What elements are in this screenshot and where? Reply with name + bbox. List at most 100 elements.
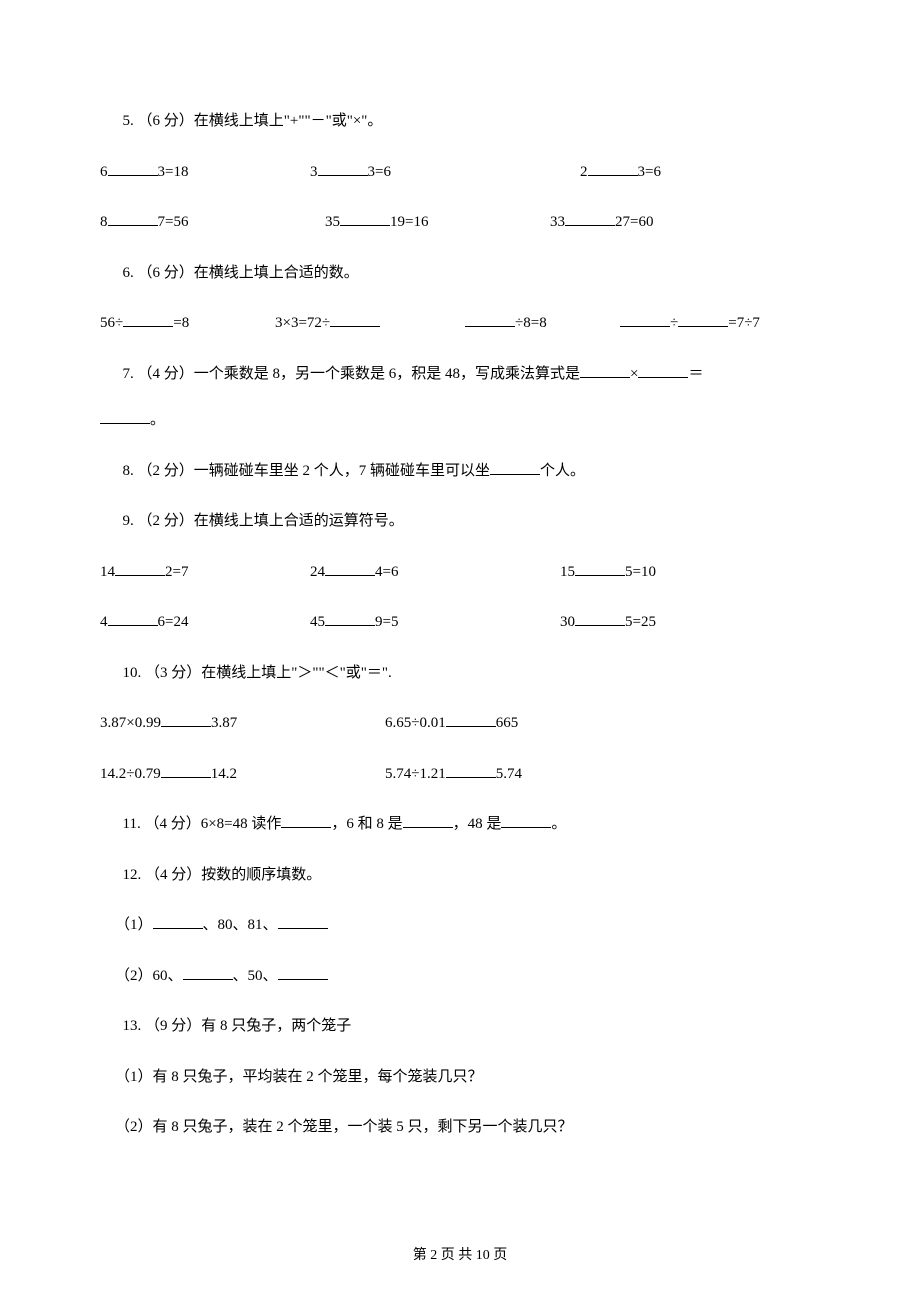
- blank: [446, 712, 496, 727]
- question-11: 11. （4 分）6×8=48 读作 ，6 和 8 是 ，48 是 。: [100, 813, 820, 836]
- q10r2b2: 5.74: [496, 766, 522, 782]
- q9r2a: 4: [100, 614, 108, 630]
- blank: [403, 813, 453, 828]
- q5r2c: 33: [550, 214, 565, 230]
- question-8: 8. （2 分）一辆碰碰车里坐 2 个人，7 辆碰碰车里可以坐 个人。: [100, 460, 820, 483]
- q12s2a: （2）60、: [115, 968, 183, 984]
- blank: [620, 312, 670, 327]
- blank: [100, 409, 150, 424]
- q8-tail: 个人。: [540, 463, 585, 479]
- question-12-sub-1: （1）、80、81、: [100, 914, 820, 937]
- q9r1b: 24: [310, 564, 325, 580]
- question-6-row: 56÷ =8 3×3=72÷ ÷8=8 ÷ =7÷7: [100, 312, 820, 335]
- q6d: ÷: [670, 315, 678, 331]
- question-10-title: 10. （3 分）在横线上填上"＞""＜"或"＝".: [100, 662, 820, 685]
- question-9-title: 9. （2 分）在横线上填上合适的运算符号。: [100, 510, 820, 533]
- q10r2a2: 14.2: [211, 766, 237, 782]
- q10r1b2: 665: [496, 715, 519, 731]
- q11b: ，6 和 8 是: [331, 816, 402, 832]
- q9r1c2: 5=10: [625, 564, 656, 580]
- question-5-row-1: 6 3=18 3 3=6 2 3=6: [100, 161, 820, 184]
- q6b: 3×3=72÷: [275, 315, 330, 331]
- blank: [446, 763, 496, 778]
- blank: [108, 161, 158, 176]
- question-9-row-1: 14 2=7 24 4=6 15 5=10: [100, 561, 820, 584]
- q7a: 7. （4 分）一个乘数是 8，另一个乘数是 6，积是 48，写成乘法算式是: [123, 366, 581, 382]
- blank: [325, 611, 375, 626]
- blank: [575, 611, 625, 626]
- question-13-sub-2: （2）有 8 只兔子，装在 2 个笼里，一个装 5 只，剩下另一个装几只？: [100, 1116, 820, 1139]
- blank: [278, 965, 328, 980]
- q9r2c2: 5=25: [625, 614, 656, 630]
- question-13-title: 13. （9 分）有 8 只兔子，两个笼子: [100, 1015, 820, 1038]
- blank: [318, 161, 368, 176]
- q9r1a: 14: [100, 564, 115, 580]
- question-12-sub-2: （2）60、 、50、: [100, 965, 820, 988]
- q5r1a: 6: [100, 164, 108, 180]
- blank: [565, 211, 615, 226]
- blank: [108, 211, 158, 226]
- q9r2b2: 9=5: [375, 614, 398, 630]
- q10r1a: 3.87×0.99: [100, 715, 161, 731]
- blank: [108, 611, 158, 626]
- blank: [281, 813, 331, 828]
- q5r1a2: 3=18: [158, 164, 189, 180]
- question-12-title: 12. （4 分）按数的顺序填数。: [100, 864, 820, 887]
- q6a2: =8: [173, 315, 189, 331]
- q11c: ，48 是: [453, 816, 502, 832]
- blank: [490, 460, 540, 475]
- q5r2c2: 27=60: [615, 214, 653, 230]
- q12s2b: 、50、: [233, 968, 278, 984]
- question-7: 7. （4 分）一个乘数是 8，另一个乘数是 6，积是 48，写成乘法算式是×＝: [100, 363, 820, 386]
- blank: [575, 561, 625, 576]
- blank: [153, 914, 203, 929]
- q6d2: =7÷7: [728, 315, 760, 331]
- blank: [465, 312, 515, 327]
- q7-eq: ＝: [688, 366, 703, 382]
- q11a: 11. （4 分）6×8=48 读作: [123, 816, 282, 832]
- q9r1a2: 2=7: [165, 564, 188, 580]
- blank: [161, 763, 211, 778]
- blank: [161, 712, 211, 727]
- q9r1c: 15: [560, 564, 575, 580]
- question-10-row-2: 14.2÷0.7914.2 5.74÷1.215.74: [100, 763, 820, 786]
- blank: [325, 561, 375, 576]
- blank: [123, 312, 173, 327]
- q9r2c: 30: [560, 614, 575, 630]
- page-footer: 第 2 页 共 10 页: [0, 1245, 920, 1266]
- q5r2a: 8: [100, 214, 108, 230]
- q7-tail: 。: [150, 412, 165, 428]
- q12s1a: （1）: [115, 917, 153, 933]
- q5r1c: 2: [580, 164, 588, 180]
- q5r2b: 35: [325, 214, 340, 230]
- blank: [330, 312, 380, 327]
- q8a: 8. （2 分）一辆碰碰车里坐 2 个人，7 辆碰碰车里可以坐: [123, 463, 491, 479]
- q6a: 56÷: [100, 315, 123, 331]
- q11d: 。: [551, 816, 566, 832]
- q5r1c2: 3=6: [638, 164, 661, 180]
- q9r2a2: 6=24: [158, 614, 189, 630]
- blank: [638, 363, 688, 378]
- q10r2a: 14.2÷0.79: [100, 766, 161, 782]
- question-9-row-2: 4 6=24 45 9=5 30 5=25: [100, 611, 820, 634]
- q9r2b: 45: [310, 614, 325, 630]
- blank: [588, 161, 638, 176]
- question-6-title: 6. （6 分）在横线上填上合适的数。: [100, 262, 820, 285]
- blank: [115, 561, 165, 576]
- blank: [678, 312, 728, 327]
- q5r1b: 3: [310, 164, 318, 180]
- question-7-cont: 。: [100, 409, 820, 432]
- question-5-title: 5. （6 分）在横线上填上"+""－"或"×"。: [100, 110, 820, 133]
- blank: [340, 211, 390, 226]
- q5r2b2: 19=16: [390, 214, 428, 230]
- question-10-row-1: 3.87×0.993.87 6.65÷0.01665: [100, 712, 820, 735]
- q6c: ÷8=8: [515, 315, 547, 331]
- blank: [501, 813, 551, 828]
- q9r1b2: 4=6: [375, 564, 398, 580]
- q5r2a2: 7=56: [158, 214, 189, 230]
- q10r1b: 6.65÷0.01: [385, 715, 446, 731]
- question-5-row-2: 8 7=56 35 19=16 33 27=60: [100, 211, 820, 234]
- question-13-sub-1: （1）有 8 只兔子，平均装在 2 个笼里，每个笼装几只？: [100, 1066, 820, 1089]
- q5r1b2: 3=6: [368, 164, 391, 180]
- blank: [278, 914, 328, 929]
